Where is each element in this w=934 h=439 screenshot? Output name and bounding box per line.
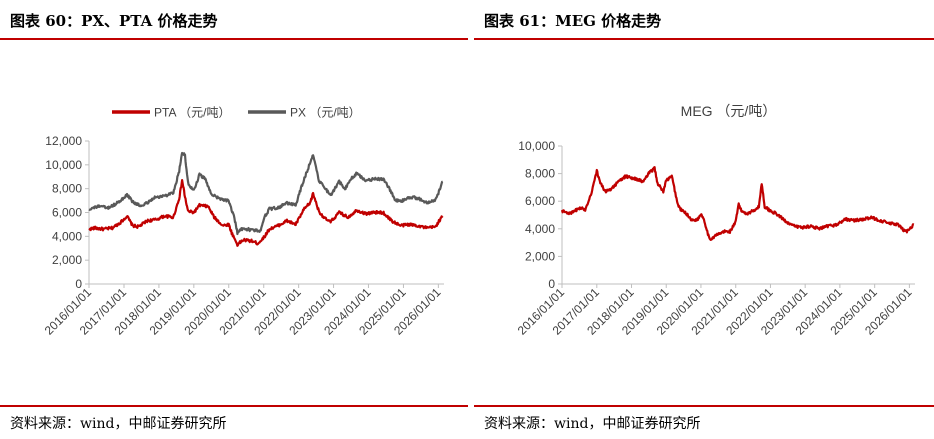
left-footer-bar	[0, 405, 468, 407]
series-line-1	[560, 166, 915, 241]
legend-label-1: PTA （元/吨）	[154, 106, 230, 120]
y-tick-label: 2,000	[52, 253, 82, 267]
y-tick-label: 8,000	[52, 182, 82, 196]
y-tick-label: 4,000	[525, 222, 555, 236]
y-tick-label: 6,000	[525, 194, 555, 208]
right-source-note: 资料来源：wind，中邮证券研究所	[484, 416, 701, 432]
legend-label-1: MEG （元/吨）	[681, 103, 777, 119]
series-line-2	[88, 151, 444, 236]
right-chart-title: 图表 61：MEG 价格走势	[484, 12, 662, 30]
right-title-bar: 图表 61：MEG 价格走势	[474, 0, 934, 40]
y-tick-label: 0	[548, 277, 555, 291]
pta-px-chart: 02,0004,0006,0008,00010,00012,0002016/01…	[42, 106, 444, 338]
right-footer-bar	[474, 405, 934, 407]
left-title-bar: 图表 60：PX、PTA 价格走势	[0, 0, 468, 40]
left-source-note: 资料来源：wind，中邮证券研究所	[10, 416, 227, 432]
left-chart-title: 图表 60：PX、PTA 价格走势	[10, 12, 218, 30]
right-panel: 图表 61：MEG 价格走势 0 2,000 4,000 6,000 8,000 10,0…	[474, 0, 934, 439]
y-tick-label: 0	[75, 277, 82, 291]
left-panel: 图表 60：PX、PTA 价格走势 0 2,000 4,000 6,000 8,000 1…	[0, 0, 468, 432]
series-line-1	[88, 179, 444, 247]
y-tick-label: 8,000	[525, 167, 555, 181]
y-tick-label: 10,000	[518, 139, 555, 153]
meg-chart: 02,0004,0006,0008,00010,0002016/01/01201…	[515, 103, 915, 338]
legend-label-2: PX （元/吨）	[290, 106, 361, 120]
y-tick-label: 4,000	[52, 229, 82, 243]
y-tick-label: 2,000	[525, 249, 555, 263]
y-tick-label: 12,000	[45, 134, 82, 148]
y-tick-label: 10,000	[45, 158, 82, 172]
y-tick-label: 6,000	[52, 206, 82, 220]
